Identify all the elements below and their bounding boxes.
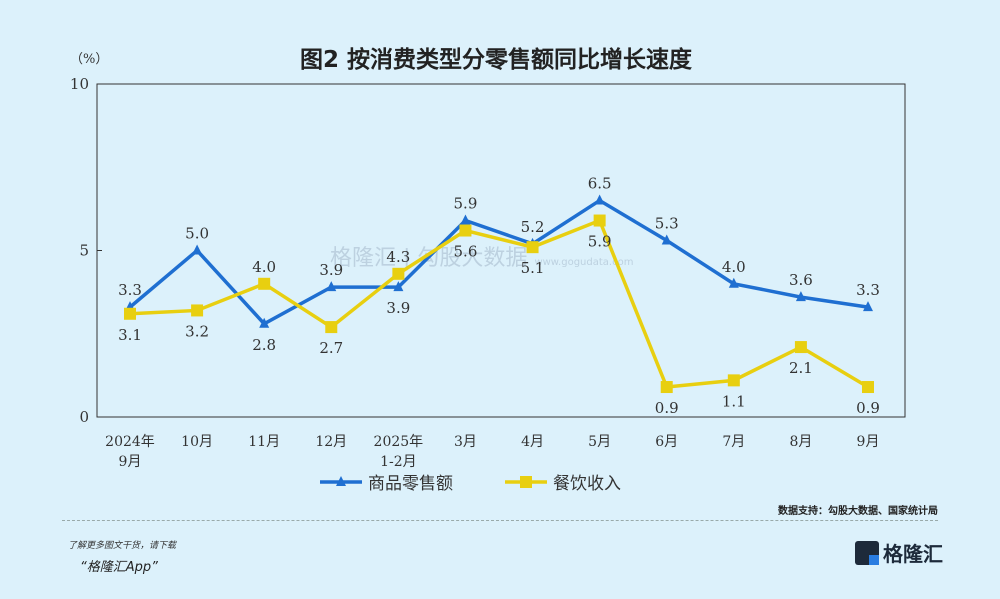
app-name: “格隆汇App”: [80, 560, 158, 575]
data-point: [259, 317, 270, 328]
data-point: [192, 244, 203, 255]
data-label: 5.9: [588, 233, 612, 251]
x-tick-label: 4月: [521, 434, 544, 450]
data-label: 3.1: [118, 326, 142, 344]
data-point: [460, 214, 471, 225]
legend-label: 商品零售额: [368, 474, 453, 494]
data-point: [660, 381, 673, 394]
x-tick-label: 11月: [248, 434, 280, 450]
data-label: 3.9: [319, 261, 343, 279]
x-tick-label: 1-2月: [380, 454, 417, 470]
data-label: 6.5: [588, 175, 612, 193]
data-label: 5.6: [454, 243, 478, 261]
data-point: [862, 381, 874, 394]
x-tick-label: 2025年: [374, 434, 424, 450]
data-label: 5.3: [655, 215, 679, 233]
data-label: 5.0: [185, 225, 209, 243]
data-point: [661, 234, 672, 245]
data-label: 3.3: [856, 281, 880, 299]
data-label: 0.9: [856, 399, 880, 417]
data-point: [258, 277, 271, 290]
data-point: [526, 241, 539, 254]
data-point: [795, 291, 806, 302]
logo-text: 格隆汇: [883, 542, 943, 566]
data-point: [727, 374, 740, 387]
data-point: [594, 194, 605, 205]
data-point: [794, 341, 807, 354]
x-tick-label: 3月: [454, 434, 477, 450]
chart: 0 5 10 2024年 9月 10月 11月 12月 2025年 1-2月 3月 4月 5月 6月 7月 8…: [70, 75, 906, 494]
legend-marker: [520, 476, 532, 488]
series-line-0: [128, 198, 869, 326]
y-tick-label: 0: [79, 408, 89, 426]
data-label: 1.1: [722, 392, 746, 410]
data-label: 4.0: [722, 258, 746, 276]
divider: [62, 520, 938, 521]
watermark: 格隆汇 | 勾股大数据 www.gogudata.com: [330, 246, 634, 271]
data-label: 4.0: [252, 258, 276, 276]
x-tick-label: 8月: [789, 434, 812, 450]
data-point: [325, 321, 338, 334]
data-point: [728, 277, 739, 288]
x-tick-label: 12月: [315, 434, 347, 450]
data-label: 3.9: [386, 299, 410, 317]
data-point: [863, 301, 873, 312]
series-line-1: [129, 218, 869, 389]
data-label: 0.9: [655, 399, 679, 417]
x-tick-label: 9月: [119, 454, 142, 470]
data-source: 数据支持：勾股大数据、国家统计局: [778, 506, 938, 517]
data-label: 4.3: [386, 248, 410, 266]
data-label: 5.2: [521, 218, 545, 236]
brand-logo: 格隆汇: [855, 538, 943, 567]
data-point: [326, 281, 337, 292]
legend-marker: [336, 476, 346, 486]
legend-label: 餐饮收入: [553, 474, 621, 494]
data-label: 3.6: [789, 271, 813, 289]
data-label: 3.3: [118, 281, 142, 299]
x-tick-label: 7月: [722, 434, 745, 450]
x-tick-label: 9月: [857, 434, 880, 450]
data-label: 2.8: [252, 336, 276, 354]
x-tick-label: 10月: [181, 434, 213, 450]
y-axis-unit: （%）: [70, 52, 109, 67]
data-point: [191, 304, 204, 317]
x-tick-label: 2024年: [105, 434, 155, 450]
plot-frame: [96, 83, 906, 418]
data-point: [393, 281, 404, 292]
download-prompt: 了解更多图文干货，请下载: [68, 541, 177, 551]
x-tick-label: 5月: [588, 434, 611, 450]
x-tick-label: 6月: [655, 434, 678, 450]
data-point: [124, 307, 136, 320]
data-label: 2.7: [319, 339, 343, 357]
data-point: [459, 224, 472, 237]
y-tick-label: 10: [70, 75, 89, 93]
data-point: [392, 267, 405, 280]
chart-title: 图2 按消费类型分零售额同比增长速度: [300, 47, 693, 73]
data-label: 3.2: [185, 322, 209, 340]
data-label: 5.1: [521, 259, 545, 277]
y-tick-label: 5: [79, 242, 89, 260]
logo-g-icon: [855, 540, 879, 565]
data-label: 2.1: [789, 359, 813, 377]
data-point: [593, 214, 606, 227]
data-label: 5.9: [454, 195, 478, 213]
